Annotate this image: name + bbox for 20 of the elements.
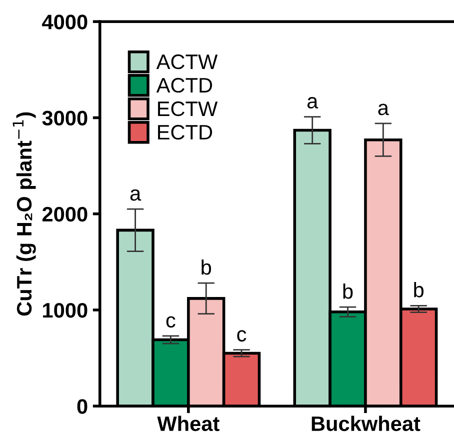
legend-label: ECTD: [158, 124, 212, 140]
y-tick-label: 4000: [42, 14, 88, 30]
legend-label: ECTW: [158, 101, 218, 116]
data-label: b: [202, 259, 212, 275]
y-tick-label: 0: [77, 399, 88, 414]
data-label: c: [237, 330, 246, 342]
data-label: a: [307, 97, 318, 108]
y-tick-label: 3000: [42, 110, 88, 126]
data-label: b: [414, 282, 424, 298]
legend-label: ACTD: [156, 78, 212, 93]
y-tick-label: 2000: [42, 206, 88, 222]
data-label: b: [343, 283, 353, 299]
y-tick-label: 1000: [43, 302, 88, 318]
data-label: a: [130, 189, 142, 201]
data-label: c: [166, 316, 176, 328]
legend-label: ACTW: [156, 54, 218, 70]
y-axis-title: CuTr (g H₂O plant$^{−1}$): [12, 112, 36, 316]
x-tick-label: Buckwheat: [312, 416, 420, 432]
data-label: a: [378, 104, 389, 116]
x-tick-label: Wheat: [157, 416, 220, 432]
